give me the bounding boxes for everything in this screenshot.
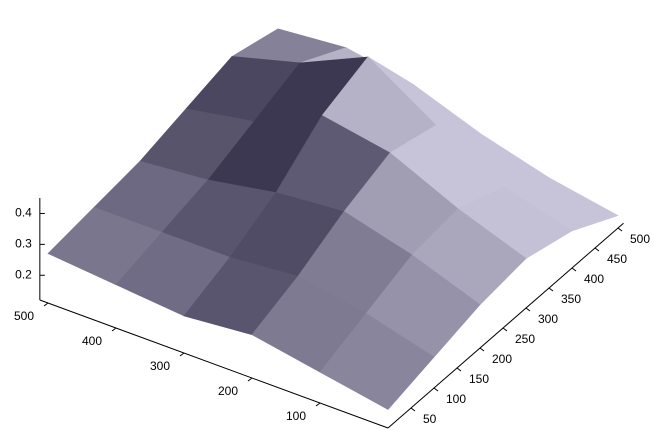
x-tick-label: 200 bbox=[218, 384, 238, 398]
x-tick bbox=[248, 378, 252, 381]
y-tick bbox=[480, 348, 484, 351]
z-tick-label: 0.3 bbox=[15, 237, 32, 251]
x-tick-label: 300 bbox=[150, 359, 170, 373]
y-tick bbox=[434, 388, 438, 391]
y-tick-label: 200 bbox=[492, 352, 512, 366]
y-tick bbox=[411, 408, 415, 411]
y-tick bbox=[526, 308, 530, 311]
x-tick bbox=[44, 303, 48, 306]
y-tick-label: 100 bbox=[446, 392, 466, 406]
y-tick bbox=[595, 248, 599, 251]
z-tick-label: 0.4 bbox=[15, 206, 32, 220]
x-tick bbox=[316, 403, 320, 406]
x-tick-label: 400 bbox=[82, 334, 102, 348]
x-tick-label: 100 bbox=[286, 409, 306, 423]
y-tick-label: 400 bbox=[584, 272, 604, 286]
y-tick bbox=[618, 228, 622, 231]
y-tick-label: 350 bbox=[561, 292, 581, 306]
x-tick-label: 500 bbox=[14, 309, 34, 323]
chart: 1002003004005005010015020025030035040045… bbox=[0, 0, 654, 430]
y-tick-label: 500 bbox=[630, 232, 650, 246]
y-tick bbox=[457, 368, 461, 371]
y-tick-label: 50 bbox=[423, 412, 437, 426]
y-tick-label: 450 bbox=[607, 252, 627, 266]
y-tick bbox=[503, 328, 507, 331]
y-tick-label: 250 bbox=[515, 332, 535, 346]
y-tick bbox=[572, 268, 576, 271]
x-tick bbox=[112, 328, 116, 331]
y-tick-label: 300 bbox=[538, 312, 558, 326]
y-tick bbox=[549, 288, 553, 291]
y-tick-label: 150 bbox=[469, 372, 489, 386]
z-tick-label: 0.2 bbox=[15, 267, 32, 281]
x-tick bbox=[180, 353, 184, 356]
